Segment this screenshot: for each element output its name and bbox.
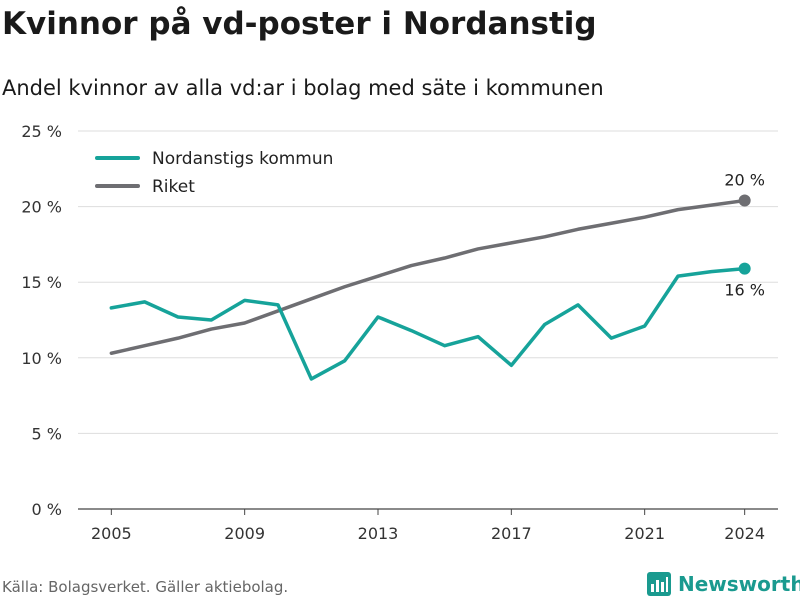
y-axis-ticks: 0 % 5 % 10 % 15 % 20 % 25 % (21, 122, 62, 519)
legend-label: Riket (152, 177, 195, 197)
x-tick-label: 2024 (724, 524, 765, 543)
y-tick-label: 15 % (21, 273, 62, 292)
x-tick-label: 2017 (491, 524, 532, 543)
line-chart: 0 %5 %10 %15 %20 %25 % 2005 2009 2013 2017 2… (21, 122, 778, 543)
gridlines (78, 130, 778, 510)
y-tick-label: 25 % (21, 122, 62, 141)
series-lines (109, 194, 751, 381)
y-tick-label: 5 % (32, 424, 62, 443)
source-note: Källa: Bolagsverket. Gäller aktiebolag. (2, 578, 289, 596)
legend-label: Nordanstigs kommun (152, 149, 333, 169)
brand-name: Newsworthy (678, 572, 800, 596)
series-end-point (738, 262, 751, 275)
x-tick-label: 2009 (224, 524, 265, 543)
chart-subtitle: Andel kvinnor av alla vd:ar i bolag med … (2, 76, 604, 100)
legend: Nordanstigs kommun Riket (95, 149, 333, 197)
x-tick-label: 2013 (358, 524, 399, 543)
y-tick-label: 10 % (21, 349, 62, 368)
x-axis-ticks: 2005 2009 2013 2017 2021 2024 (91, 509, 765, 543)
x-tick-label: 2021 (624, 524, 665, 543)
newsworthy-logo-icon (647, 572, 671, 596)
series-line (109, 266, 747, 381)
end-labels: 16 % 20 % (724, 171, 765, 300)
x-tick-label: 2005 (91, 524, 132, 543)
end-value-label: 16 % (724, 281, 765, 300)
series-line (109, 198, 747, 356)
brand-logo: Newsworthy (646, 570, 800, 598)
series-end-point (738, 194, 751, 207)
y-tick-label: 0 % (32, 500, 62, 519)
end-value-label: 20 % (724, 171, 765, 190)
y-tick-label: 20 % (21, 198, 62, 217)
chart-title: Kvinnor på vd-poster i Nordanstig (2, 6, 597, 42)
